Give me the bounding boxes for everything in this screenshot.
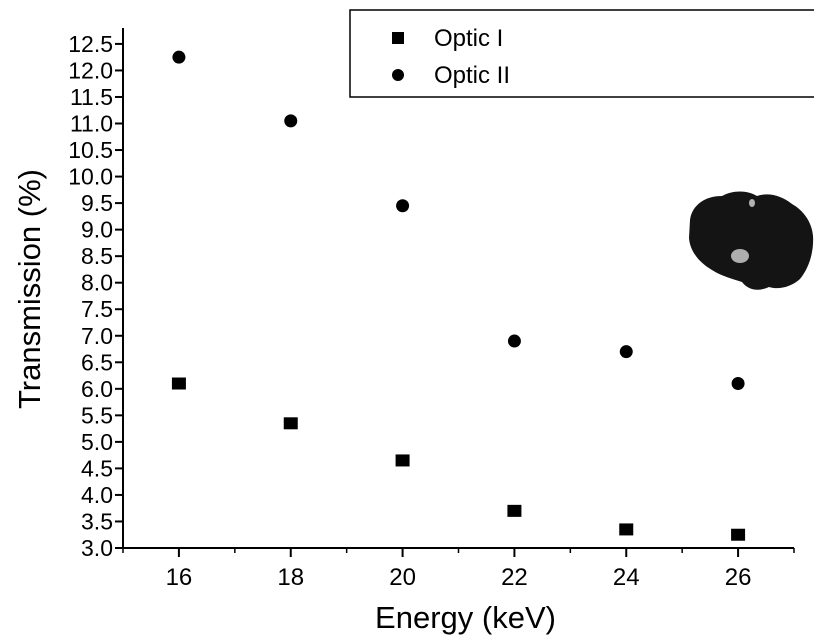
optic-i-point [507,504,522,517]
y-tick-label: 10.0 [68,164,113,190]
legend-item-optic-i: Optic I [434,25,503,52]
axes-layer: 16 18 20 22 24 26 3.03.54.04.55.05.56.06.57.07… [12,28,795,635]
optic-i-point [283,417,298,430]
y-tick-label: 6.5 [81,349,113,375]
optic-ii-point [507,334,521,348]
y-tick-label: 9.0 [81,217,113,243]
y-tick-label: 12.0 [68,57,113,83]
x-tick-label: 18 [277,564,304,591]
y-tick-label: 11.0 [70,111,113,137]
y-tick-label: 7.5 [81,296,113,322]
y-tick-label: 8.5 [81,243,113,269]
legend-square-marker [392,32,404,44]
legend-circle-marker [392,69,404,81]
legend-box [349,9,814,98]
optic-i-point [619,523,634,536]
optic-ii-point [172,50,186,64]
x-tick-label: 20 [389,564,416,591]
y-axis-title: Transmission (%) [12,169,47,409]
x-tick-label: 22 [501,564,528,591]
optic-i-point [731,528,746,541]
ink-blot-speck [749,199,755,207]
optic-ii-point [619,345,633,359]
ink-blot-highlight [731,249,749,263]
x-tick-label: 26 [725,564,752,591]
y-tick-label: 12.5 [68,31,113,57]
y-tick-label: 3.5 [81,508,113,534]
y-tick-label: 4.0 [81,482,113,508]
legend-item-optic-ii: Optic II [434,62,510,89]
optic-i-point [395,454,410,467]
y-tick-label: 10.5 [68,137,113,163]
y-tick-label: 7.0 [81,323,113,349]
y-tick-label: 9.5 [81,190,113,216]
ink-blot-shape [689,191,814,290]
y-tick-label: 3.0 [81,535,113,561]
optic-ii-point [284,114,298,128]
optic-ii-point [396,199,410,213]
x-axis-title: Energy (keV) [375,600,556,635]
y-tick-label: 5.0 [81,429,113,455]
y-tick-label: 11.5 [70,84,113,110]
optic-i-point [171,377,186,390]
y-tick-label: 4.5 [81,455,113,481]
y-tick-label: 6.0 [81,376,113,402]
optic-ii-point [731,377,745,391]
y-tick-label: 5.5 [81,402,113,428]
marks-layer [171,50,746,541]
ink-blot-artifact [689,191,814,290]
x-tick-label: 16 [166,564,193,591]
y-tick-label: 8.0 [81,270,113,296]
x-tick-label: 24 [613,564,640,591]
legend: Optic I Optic II [349,9,814,98]
